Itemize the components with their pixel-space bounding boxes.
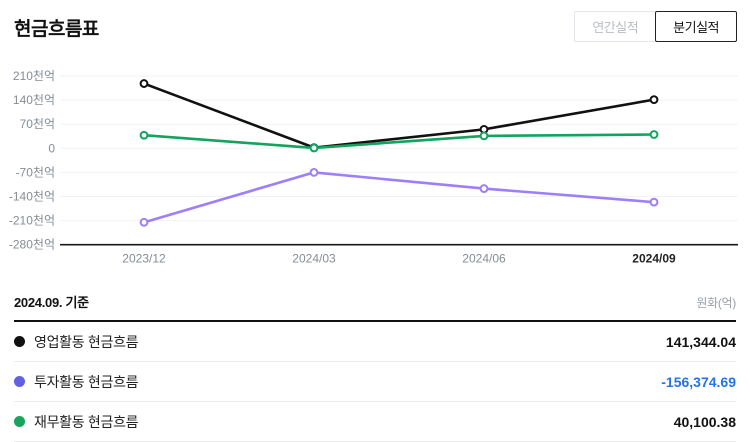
currency-unit: 원화(억) bbox=[696, 296, 736, 310]
data-point-marker bbox=[649, 130, 659, 139]
cashflow-chart: 210천억 140천억 70천억 0 -70천억 -140천억 -210천억 -280천억 20… bbox=[0, 58, 750, 273]
series-line bbox=[142, 82, 656, 149]
y-axis-tick-label: -210천억 bbox=[9, 213, 55, 228]
data-point-marker bbox=[649, 197, 659, 207]
row-value: 141,344.04 bbox=[665, 333, 736, 350]
x-axis-tick-label: 2024/06 bbox=[462, 252, 506, 266]
data-point-marker bbox=[309, 143, 319, 153]
data-point-marker bbox=[649, 95, 659, 105]
y-axis-tick-label: -140천억 bbox=[9, 189, 55, 204]
data-point-marker bbox=[479, 184, 489, 193]
y-axis-tick-label: -280천억 bbox=[9, 237, 55, 252]
row-value: 40,100.38 bbox=[673, 413, 736, 430]
x-axis-tick-label: 2024/09 bbox=[632, 252, 676, 266]
row-label-wrap: 투자활동 현금흐름 bbox=[14, 372, 139, 392]
y-axis-tick-label: -70천억 bbox=[16, 164, 55, 179]
series-line bbox=[142, 171, 656, 224]
data-point-marker bbox=[139, 217, 149, 227]
row-label: 재무활동 현금흐름 bbox=[34, 413, 139, 430]
data-point-marker bbox=[139, 130, 149, 140]
table-row-financing: 재무활동 현금흐름 40,100.38 bbox=[14, 402, 736, 442]
as-of-date: 2024.09. 기준 bbox=[14, 295, 89, 310]
series-line bbox=[142, 133, 656, 150]
row-value: -156,374.69 bbox=[661, 373, 736, 390]
row-label: 영업활동 현금흐름 bbox=[34, 333, 139, 350]
data-point-marker bbox=[309, 168, 319, 177]
annual-results-button[interactable]: 연간실적 bbox=[574, 11, 657, 42]
x-axis-tick-label: 2024/03 bbox=[292, 252, 336, 266]
page-title: 현금흐름표 bbox=[14, 19, 99, 40]
y-axis-tick-label: 70천억 bbox=[20, 116, 55, 131]
panel-header: 현금흐름표 연간실적 분기실적 bbox=[14, 11, 737, 42]
legend-table: 2024.09. 기준 원화(억) 영업활동 현금흐름 141,344.04 투… bbox=[14, 292, 736, 442]
data-point-marker bbox=[479, 131, 489, 141]
row-label-wrap: 재무활동 현금흐름 bbox=[14, 412, 139, 432]
row-label-wrap: 영업활동 현금흐름 bbox=[14, 332, 139, 352]
y-axis-tick-label: 0 bbox=[48, 141, 55, 155]
y-axis-tick-label: 210천억 bbox=[13, 68, 55, 83]
period-toggle: 연간실적 분기실적 bbox=[574, 11, 737, 42]
operating-series-dot bbox=[14, 336, 25, 347]
row-label: 투자활동 현금흐름 bbox=[34, 373, 139, 390]
financing-series-dot bbox=[14, 416, 25, 427]
data-point-marker bbox=[139, 79, 149, 88]
y-axis-tick-label: 140천억 bbox=[13, 92, 55, 107]
legend-table-header: 2024.09. 기준 원화(억) bbox=[14, 292, 736, 322]
table-row-investing: 투자활동 현금흐름 -156,374.69 bbox=[14, 362, 736, 402]
x-axis-tick-label: 2023/12 bbox=[122, 252, 166, 266]
table-row-operating: 영업활동 현금흐름 141,344.04 bbox=[14, 322, 736, 362]
line-chart-canvas: 210천억 140천억 70천억 0 -70천억 -140천억 -210천억 -280천억 20… bbox=[9, 68, 738, 266]
quarterly-results-button[interactable]: 분기실적 bbox=[655, 11, 737, 42]
investing-series-dot bbox=[14, 376, 25, 387]
